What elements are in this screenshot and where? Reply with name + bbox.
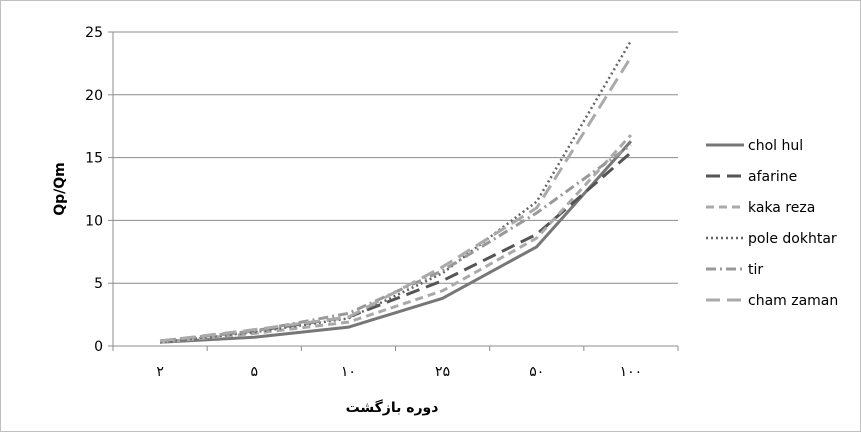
x-tick-label: ۱۰ — [341, 364, 356, 380]
y-axis-title: Qp/Qm — [52, 162, 68, 216]
x-axis-title: دوره بازگشت — [346, 399, 439, 416]
legend-label: kaka reza — [748, 200, 815, 216]
series-lines — [159, 40, 633, 344]
y-tick-label: 5 — [94, 276, 103, 292]
series-line-chol-hul — [160, 140, 633, 344]
series-line-kaka-reza — [159, 133, 633, 344]
x-tick-label: ۱۰۰ — [620, 364, 643, 380]
legend-label: chol hul — [748, 138, 803, 154]
y-tick-label: 25 — [85, 25, 103, 41]
series-line-afarine — [159, 151, 632, 343]
gridlines — [113, 31, 678, 284]
series-line-cham-zaman — [159, 56, 633, 343]
y-tick-label: 10 — [85, 213, 103, 229]
y-tick-label: 0 — [94, 339, 103, 355]
legend-label: afarine — [748, 169, 797, 185]
series-line-pole-dokhtar — [159, 40, 632, 344]
x-tick-label: ۲۵ — [435, 364, 450, 380]
x-tick-label: ۲ — [156, 364, 164, 380]
y-tick-label: 15 — [85, 151, 103, 167]
legend-label: tir — [748, 262, 763, 278]
y-tick-label: 20 — [85, 88, 103, 104]
legend-label: pole dokhtar — [748, 231, 837, 247]
x-tick-label: ۵۰ — [529, 364, 544, 380]
x-tick-label: ۵ — [250, 364, 258, 380]
legend-label: cham zaman — [748, 293, 838, 309]
legend: chol hul afarine kaka reza pole dokhtar tir c… — [706, 138, 838, 309]
